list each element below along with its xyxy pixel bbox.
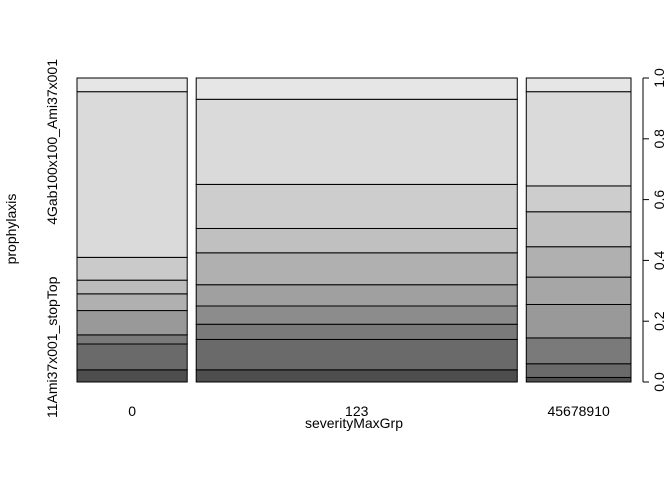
spine-segment-45678910-6 [525,211,632,248]
spine-segment-123-3 [195,305,518,325]
spine-segment-123-9 [195,77,518,100]
spine-segment-123-1 [195,338,518,371]
spine-segment-45678910-9 [525,77,632,93]
right-y-axis: 0.0 0.2 0.4 0.6 0.8 1.0 [642,68,667,392]
spine-segment-45678910-1 [525,363,632,378]
right-axis-tick-label: 0.6 [651,190,667,210]
spine-segment-123-8 [195,98,518,185]
spine-segment-45678910-5 [525,246,632,278]
spine-segment-0-6 [76,256,188,281]
spine-segment-0-1 [76,343,188,371]
spine-segment-45678910-7 [525,185,632,213]
spine-segment-45678910-3 [525,303,632,339]
spine-segment-123-4 [195,284,518,307]
x-axis-title: severityMaxGrp [305,415,403,431]
spine-segment-123-7 [195,183,518,229]
spine-segment-0-4 [76,293,188,312]
bars-group [76,77,632,383]
left-level-label-1: 4Gab100x100_Ami37x001 [44,59,60,225]
spine-segment-0-7 [76,91,188,258]
left-level-label-0: 11Ami37x001_stopTop [44,276,60,418]
spine-segment-123-5 [195,252,518,286]
category-labels: 0 123 45678910 [128,403,610,419]
spine-segment-123-2 [195,323,518,340]
right-axis-tick-label: 0.0 [651,372,667,392]
spine-segment-0-2 [76,334,188,345]
y-axis-title: prophylaxis [3,194,19,265]
spine-segment-45678910-2 [525,337,632,365]
spine-segment-0-5 [76,279,188,295]
category-label-45678910: 45678910 [547,403,610,419]
spine-segment-45678910-4 [525,276,632,305]
right-axis-tick-label: 1.0 [651,68,667,88]
spine-segment-0-3 [76,310,188,336]
category-label-0: 0 [128,403,136,419]
spine-segment-123-6 [195,227,518,254]
spine-segment-0-0 [76,369,188,383]
spine-segment-123-0 [195,369,518,383]
category-label-123: 123 [345,403,369,419]
right-axis-tick-label: 0.2 [651,311,667,331]
left-y-labels: 11Ami37x001_stopTop 4Gab100x100_Ami37x001 [44,59,60,418]
right-axis-tick-label: 0.4 [651,250,667,270]
right-axis-tick-label: 0.8 [651,129,667,149]
spine-segment-45678910-8 [525,91,632,187]
spine-segment-0-8 [76,77,188,93]
spine-segment-45678910-0 [525,376,632,383]
